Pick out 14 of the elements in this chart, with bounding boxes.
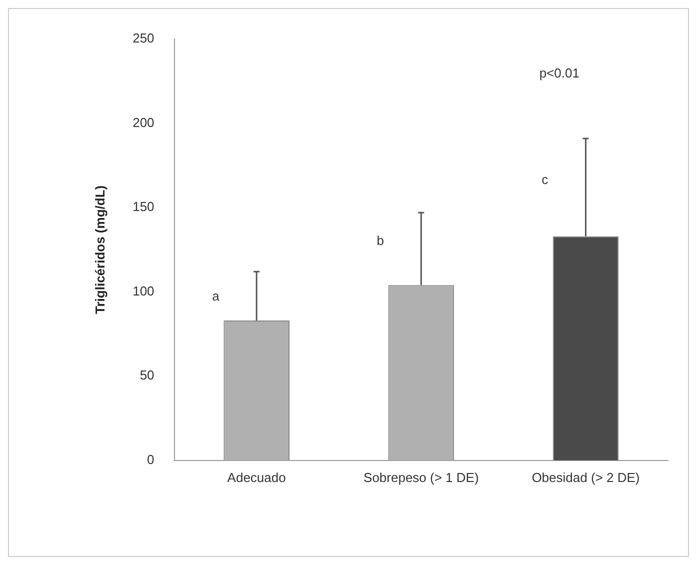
y-tick-label: 200 <box>132 114 154 130</box>
y-tick-label: 100 <box>132 283 154 298</box>
x-tick-label: Sobrepeso (> 1 DE) <box>364 470 479 485</box>
y-tick-label: 150 <box>132 199 154 214</box>
x-tick-label: Adecuado <box>227 470 286 485</box>
y-axis-title: Triglicéridos (mg/dL) <box>92 185 108 314</box>
y-tick-label: 250 <box>132 30 154 46</box>
annotation: b <box>376 232 384 248</box>
annotation: a <box>212 288 220 304</box>
x-tick-label: Obesidad (> 2 DE) <box>532 470 640 485</box>
y-tick-label: 0 <box>147 452 154 467</box>
annotation: c <box>542 172 549 188</box>
y-tick-label: 50 <box>140 368 154 383</box>
annotation: p<0.01 <box>539 66 580 81</box>
